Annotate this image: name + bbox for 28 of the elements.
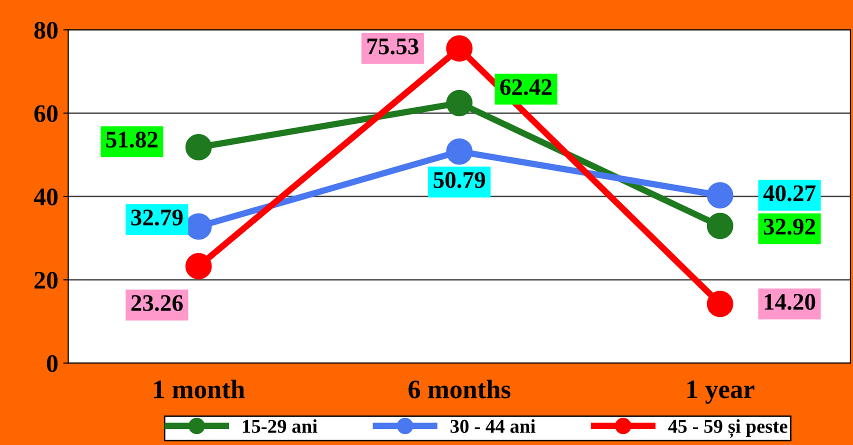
point — [185, 253, 212, 280]
y-tick-label: 0 — [46, 355, 58, 372]
data-label: 75.53 — [367, 38, 418, 54]
data-label: 40.27 — [763, 185, 816, 202]
data-label: 32.79 — [131, 210, 183, 226]
y-tick-label: 60 — [34, 105, 58, 122]
y-tick-label: 80 — [34, 22, 58, 39]
y-tick-label: 40 — [34, 188, 58, 206]
legend-label: 30 - 44 ani — [450, 419, 536, 433]
point — [706, 212, 734, 240]
point — [446, 138, 473, 165]
point — [446, 35, 473, 62]
data-label: 51.82 — [106, 132, 158, 148]
data-label: 23.26 — [131, 295, 183, 312]
data-label: 62.42 — [500, 79, 552, 96]
x-tick-label: 1 month — [154, 380, 245, 398]
legend-label: 45 - 59 și peste — [668, 419, 788, 438]
data-label: 14.20 — [764, 294, 816, 310]
point — [706, 290, 734, 318]
point — [706, 182, 734, 209]
data-label: 50.79 — [434, 172, 486, 188]
point — [185, 134, 212, 160]
legend-label: 15-29 ani — [242, 419, 318, 433]
y-tick-label: 20 — [34, 272, 58, 289]
data-label: 32.92 — [764, 218, 816, 235]
point — [446, 90, 473, 116]
x-tick-label: 1 year — [687, 380, 754, 404]
x-tick-label: 6 months — [408, 380, 510, 398]
